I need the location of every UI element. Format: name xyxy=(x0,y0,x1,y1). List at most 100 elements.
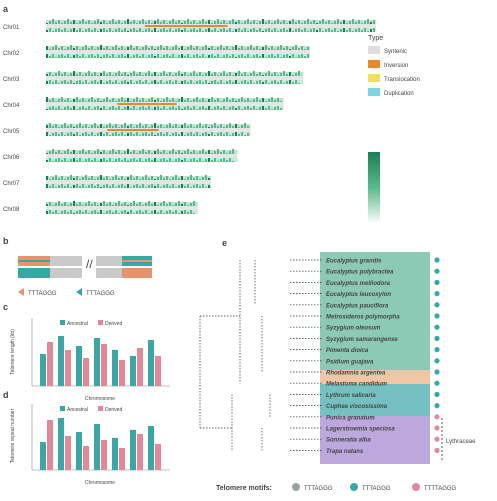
bar-ancestral xyxy=(40,442,46,470)
density-mark xyxy=(52,126,54,128)
density-mark xyxy=(61,211,63,214)
density-mark xyxy=(193,20,195,24)
density-mark xyxy=(274,56,276,58)
density-mark xyxy=(127,205,129,206)
density-mark xyxy=(328,27,330,32)
density-mark xyxy=(88,106,90,110)
density-mark xyxy=(202,54,204,58)
density-mark xyxy=(214,123,216,128)
density-mark xyxy=(193,134,195,136)
density-mark xyxy=(94,202,96,206)
density-mark xyxy=(100,187,102,188)
density-mark xyxy=(109,107,111,110)
panel-c-bars xyxy=(40,336,161,386)
density-mark xyxy=(238,134,240,136)
density-mark xyxy=(79,56,81,58)
density-mark xyxy=(241,23,243,24)
density-mark xyxy=(259,107,261,110)
density-mark xyxy=(184,209,186,214)
density-mark xyxy=(373,20,375,24)
density-mark xyxy=(145,22,147,24)
density-mark xyxy=(181,23,183,24)
density-mark xyxy=(178,71,180,76)
bar-ancestral xyxy=(112,438,118,470)
density-mark xyxy=(112,105,114,110)
density-mark xyxy=(124,21,126,24)
density-mark xyxy=(61,125,63,128)
density-mark xyxy=(298,55,300,58)
density-mark xyxy=(253,55,255,58)
telomere-schematic: // xyxy=(18,256,152,278)
density-mark xyxy=(52,184,54,188)
motif-teal-icon xyxy=(350,483,358,491)
density-mark xyxy=(76,30,78,32)
density-mark xyxy=(139,72,141,76)
density-mark xyxy=(103,106,105,110)
bar-derived xyxy=(83,358,89,386)
density-mark xyxy=(82,184,84,188)
density-mark xyxy=(223,157,225,162)
density-mark xyxy=(73,213,75,214)
density-mark xyxy=(340,22,342,24)
density-mark xyxy=(148,55,150,58)
density-mark xyxy=(52,161,54,162)
density-mark xyxy=(118,150,120,154)
density-mark xyxy=(85,73,87,76)
density-mark xyxy=(106,183,108,188)
density-mark xyxy=(91,132,93,136)
density-mark xyxy=(274,72,276,76)
density-mark xyxy=(142,105,144,110)
density-mark xyxy=(91,125,93,128)
density-mark xyxy=(229,21,231,24)
density-mark xyxy=(190,131,192,136)
density-mark xyxy=(151,132,153,136)
density-mark xyxy=(61,53,63,58)
density-mark xyxy=(46,125,48,128)
density-mark xyxy=(331,23,333,24)
density-mark xyxy=(190,101,192,102)
density-mark xyxy=(151,53,153,58)
density-mark xyxy=(232,47,234,50)
density-mark xyxy=(112,205,114,206)
density-mark xyxy=(46,160,48,162)
density-mark xyxy=(160,80,162,84)
density-mark xyxy=(58,201,60,206)
density-mark xyxy=(139,79,141,84)
density-mark xyxy=(292,19,294,24)
density-mark xyxy=(55,29,57,32)
density-mark xyxy=(121,109,123,110)
density-mark xyxy=(82,75,84,76)
density-mark xyxy=(124,123,126,128)
motif-pink-icon xyxy=(412,483,420,491)
density-mark xyxy=(205,73,207,76)
density-mark xyxy=(346,23,348,24)
density-mark xyxy=(175,101,177,102)
density-mark xyxy=(136,97,138,102)
panel-c-ylabel: Telomere length (kb) xyxy=(10,329,16,375)
density-mark xyxy=(55,175,57,180)
density-mark xyxy=(358,20,360,24)
panel-d-legend-1: Derived xyxy=(105,407,122,413)
density-mark xyxy=(217,105,219,110)
density-mark xyxy=(208,83,210,84)
bar-derived xyxy=(47,342,53,386)
density-mark xyxy=(178,27,180,32)
density-mark xyxy=(250,80,252,84)
density-mark xyxy=(211,74,213,76)
density-mark xyxy=(112,75,114,76)
density-mark xyxy=(199,28,201,32)
density-mark xyxy=(178,99,180,102)
density-mark xyxy=(205,101,207,102)
phylogenetic-tree xyxy=(199,259,322,451)
density-mark xyxy=(115,108,117,110)
density-mark xyxy=(256,97,258,102)
density-mark xyxy=(58,71,60,76)
density-mark xyxy=(94,107,96,110)
density-mark xyxy=(85,131,87,136)
density-mark xyxy=(133,213,135,214)
telomere-right-band xyxy=(122,260,152,262)
density-mark xyxy=(184,79,186,84)
density-mark xyxy=(52,212,54,214)
density-mark xyxy=(46,176,48,180)
